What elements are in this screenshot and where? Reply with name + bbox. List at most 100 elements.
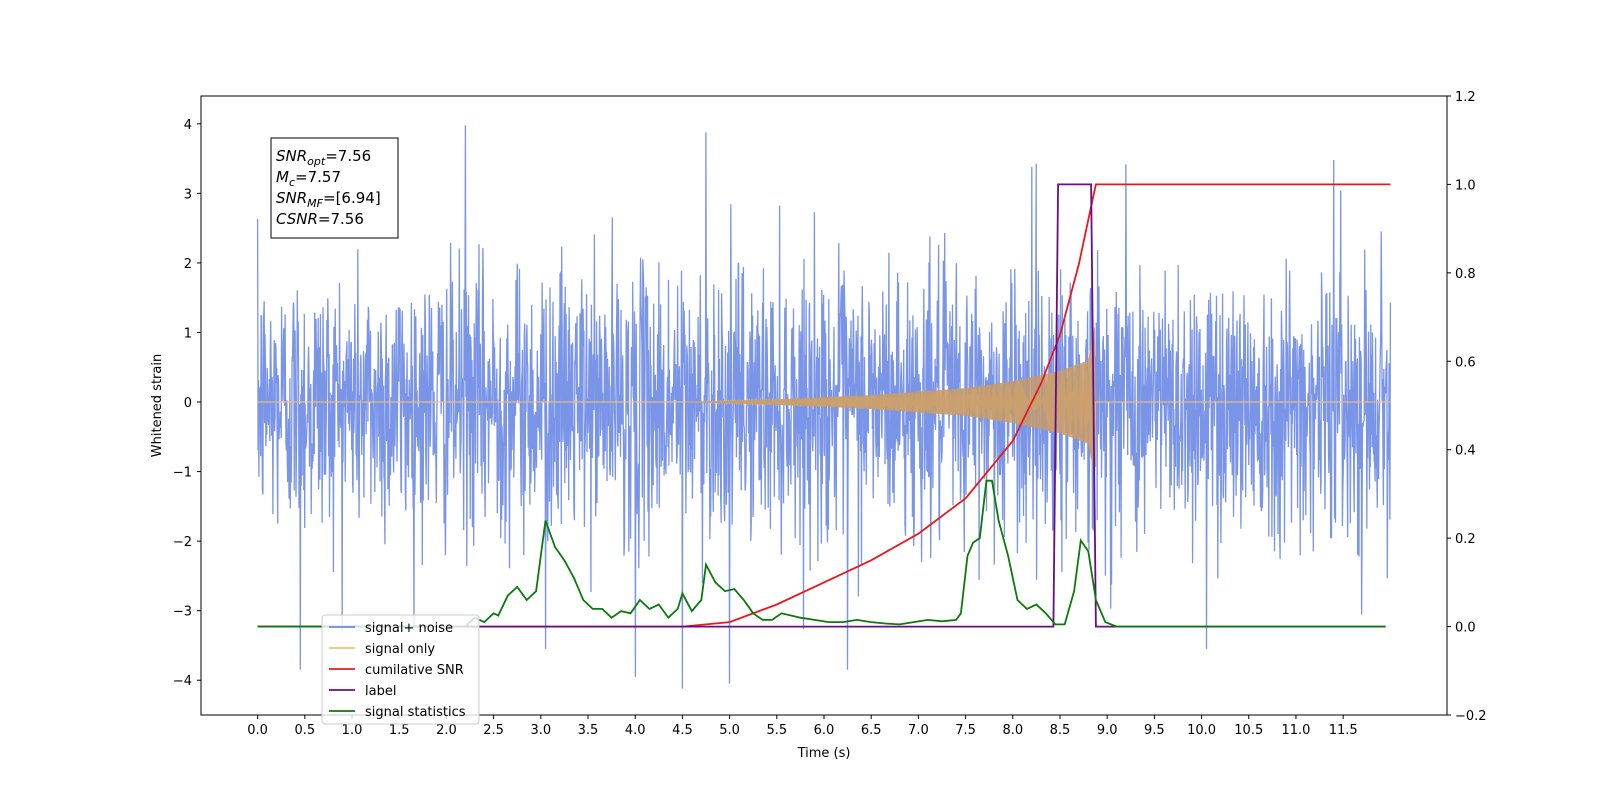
legend-item: signal only [329,642,435,657]
x-tick: 8.0 [1002,715,1023,738]
y-tick-label: 2 [184,257,192,272]
x-tick: 10.0 [1187,715,1216,738]
y-tick-label: 4 [184,118,192,133]
x-tick-label: 0.0 [247,723,268,738]
x-tick: 0.0 [247,715,268,738]
y-tick-label: 3 [184,187,192,202]
x-tick-label: 8.5 [1050,723,1071,738]
annotation-line: SNRopt=7.56 [276,147,371,168]
y2-tick: 0.0 [1447,621,1476,636]
x-tick: 6.0 [814,715,835,738]
y2-tick-label: 0.2 [1455,532,1476,547]
y2-tick-label: 1.0 [1455,178,1476,193]
x-tick: 11.0 [1281,715,1310,738]
legend-frame [321,614,480,725]
x-tick-label: 1.5 [389,723,410,738]
legend-label: signal only [365,642,435,657]
legend-item: label [329,684,396,699]
x-tick: 4.5 [672,715,693,738]
x-tick-label: 10.5 [1234,723,1263,738]
y2-tick: 1.2 [1447,90,1476,105]
x-tick-label: 0.5 [294,723,315,738]
x-tick-label: 8.0 [1002,723,1023,738]
x-tick-label: 5.0 [719,723,740,738]
y-tick: −2 [173,535,201,550]
x-tick: 10.5 [1234,715,1263,738]
x-tick-label: 3.0 [530,723,551,738]
x-tick: 9.0 [1097,715,1118,738]
x-tick: 0.5 [294,715,315,738]
legend-label: cumilative SNR [365,663,464,678]
y2-tick-label: 1.2 [1455,90,1476,105]
annotation-line: SNRMF=[6.94] [276,189,381,210]
x-tick: 8.5 [1050,715,1071,738]
annotation-line: Mc=7.57 [276,168,341,189]
y-tick: 4 [184,118,201,133]
y-tick: 2 [184,257,201,272]
x-tick-label: 9.0 [1097,723,1118,738]
legend: signal+ noise signal only cumilative SNR la… [321,614,480,725]
x-tick-label: 7.5 [955,723,976,738]
y2-tick-label: 0.6 [1455,355,1476,370]
x-tick: 4.0 [625,715,646,738]
y-tick: −1 [173,466,201,481]
x-tick: 2.5 [483,715,504,738]
x-tick-label: 6.0 [814,723,835,738]
x-tick-label: 11.5 [1329,723,1358,738]
x-tick-label: 2.0 [436,723,457,738]
x-tick-label: 2.5 [483,723,504,738]
x-tick: 11.5 [1329,715,1358,738]
y-tick: 1 [184,326,201,341]
y-tick-label: −2 [173,535,192,550]
legend-label: signal statistics [365,705,466,720]
y2-tick: 0.4 [1447,444,1476,459]
x-tick: 7.0 [908,715,929,738]
legend-label: signal+ noise [365,621,453,636]
x-tick: 5.5 [766,715,787,738]
x-axis-label: Time (s) [797,746,851,761]
y-tick-label: 1 [184,326,192,341]
annotation-frame [270,137,399,239]
x-tick: 9.5 [1144,715,1165,738]
series-cumilative-snr [257,183,1391,628]
y-tick: 3 [184,187,201,202]
y-tick: −3 [173,605,201,620]
legend-item: signal statistics [329,705,466,720]
y2-tick: 0.8 [1447,267,1476,282]
x-tick-label: 9.5 [1144,723,1165,738]
y2-tick: 0.6 [1447,355,1476,370]
y2-tick-label: 0.4 [1455,444,1476,459]
signal-only-envelope [682,325,1095,479]
series-signal-noise [256,125,1392,689]
y2-tick: 0.2 [1447,532,1476,547]
legend-item: cumilative SNR [329,663,464,678]
x-tick: 7.5 [955,715,976,738]
y-tick-label: 0 [184,396,192,411]
x-tick-label: 11.0 [1281,723,1310,738]
legend-label: label [365,684,396,699]
x-tick: 3.5 [578,715,599,738]
y2-tick-label: −0.2 [1455,709,1487,724]
y2-tick-label: 0.8 [1455,267,1476,282]
x-tick: 3.0 [530,715,551,738]
y2-tick-label: 0.0 [1455,621,1476,636]
y-axis-label: Whitened strain [150,354,165,457]
x-tick-label: 3.5 [578,723,599,738]
x-tick: 5.0 [719,715,740,738]
x-tick-label: 10.0 [1187,723,1216,738]
x-tick-label: 1.0 [342,723,363,738]
legend-item: signal+ noise [329,621,453,636]
y-tick-label: −4 [173,674,192,689]
y-tick-label: −1 [173,466,192,481]
x-tick-label: 4.0 [625,723,646,738]
y-tick: −4 [173,674,201,689]
x-tick-label: 6.5 [861,723,882,738]
series-signal-statistics [257,479,1386,628]
y-tick: 0 [184,396,201,411]
y-tick-label: −3 [173,605,192,620]
x-tick-label: 5.5 [766,723,787,738]
y2-tick: 1.0 [1447,178,1476,193]
y2-tick: −0.2 [1447,709,1487,724]
